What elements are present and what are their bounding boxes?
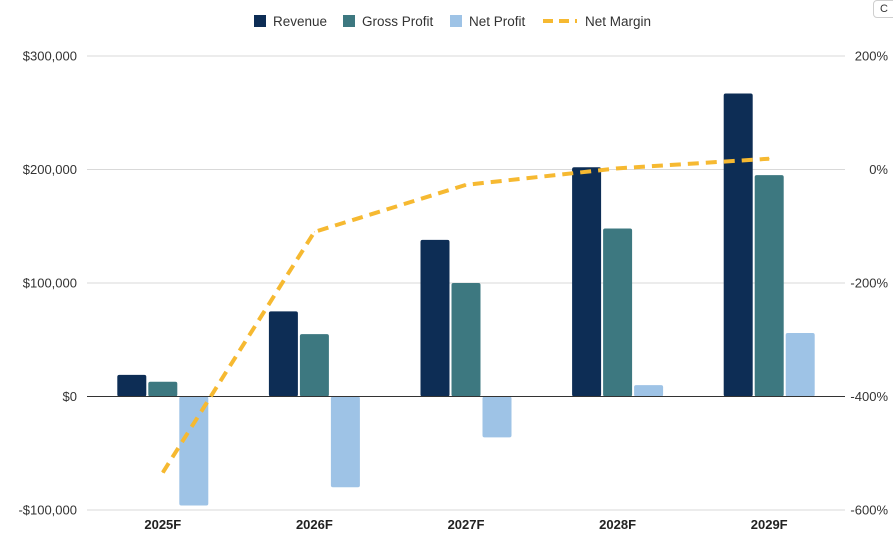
- bar-revenue-2027f: [420, 239, 450, 397]
- legend-swatch: [343, 15, 355, 27]
- legend-item-net-profit[interactable]: Net Profit: [450, 14, 526, 29]
- net-margin-point-2027f: [465, 184, 467, 186]
- bar-revenue-2028f: [572, 167, 602, 397]
- gridlines: [87, 55, 845, 511]
- legend-label: Net Margin: [585, 14, 651, 29]
- legend-swatch: [450, 15, 462, 27]
- bar-gross-profit-2026f: [299, 334, 329, 397]
- legend-swatch: [254, 15, 266, 27]
- legend-item-gross-profit[interactable]: Gross Profit: [343, 14, 434, 29]
- bar-gross-profit-2027f: [451, 283, 481, 397]
- bar-revenue-2026f: [268, 311, 298, 397]
- x-axis-ticks: 2025F 2026F 2027F 2028F 2029F: [144, 517, 787, 532]
- y-tick-label: $300,000: [23, 49, 77, 64]
- bar-revenue-2025f: [117, 374, 147, 397]
- legend-label: Gross Profit: [362, 14, 434, 29]
- net-margin-series-line: [161, 156, 770, 474]
- net-margin-point-2029f: [768, 158, 770, 160]
- legend-item-net-margin[interactable]: Net Margin: [543, 14, 651, 29]
- bar-revenue-2029f: [723, 93, 753, 397]
- x-tick-label: 2029F: [751, 517, 788, 532]
- x-tick-label: 2027F: [448, 517, 485, 532]
- left-axis-ticks: -$100,000 $0 $100,000 $200,000 $300,000: [18, 49, 77, 518]
- net-margin-point-2026f: [313, 231, 315, 233]
- y2-tick-label: -400%: [850, 389, 888, 404]
- legend-label: Revenue: [273, 14, 327, 29]
- bar-net-profit-2028f: [634, 385, 664, 397]
- bar-net-profit-2027f: [482, 396, 512, 438]
- bar-net-profit-2029f: [785, 332, 815, 397]
- bar-gross-profit-2029f: [754, 175, 784, 397]
- y2-tick-label: 0%: [869, 162, 888, 177]
- net-margin-point-2028f: [617, 167, 619, 169]
- net-margin-point-2025f: [162, 472, 164, 474]
- x-tick-label: 2026F: [296, 517, 333, 532]
- bar-series: [117, 93, 815, 506]
- bar-gross-profit-2025f: [148, 381, 178, 397]
- legend[interactable]: Revenue Gross Profit Net Profit Net Margin: [254, 14, 651, 29]
- corner-button-fragment[interactable]: C: [873, 0, 893, 18]
- bar-net-profit-2025f: [179, 396, 209, 506]
- y-tick-label: -$100,000: [18, 503, 77, 518]
- legend-item-revenue[interactable]: Revenue: [254, 14, 327, 29]
- y-tick-label: $100,000: [23, 276, 77, 291]
- y-tick-label: $200,000: [23, 162, 77, 177]
- y2-tick-label: 200%: [855, 49, 889, 64]
- y2-tick-label: -200%: [850, 276, 888, 291]
- x-tick-label: 2028F: [599, 517, 636, 532]
- x-tick-label: 2025F: [144, 517, 181, 532]
- y2-tick-label: -600%: [850, 503, 888, 518]
- bar-gross-profit-2028f: [603, 228, 633, 397]
- legend-label: Net Profit: [469, 14, 526, 29]
- bar-net-profit-2026f: [330, 396, 360, 488]
- right-axis-ticks: -600% -400% -200% 0% 200%: [850, 49, 888, 518]
- y-tick-label: $0: [63, 389, 77, 404]
- net-margin-line: [161, 156, 770, 474]
